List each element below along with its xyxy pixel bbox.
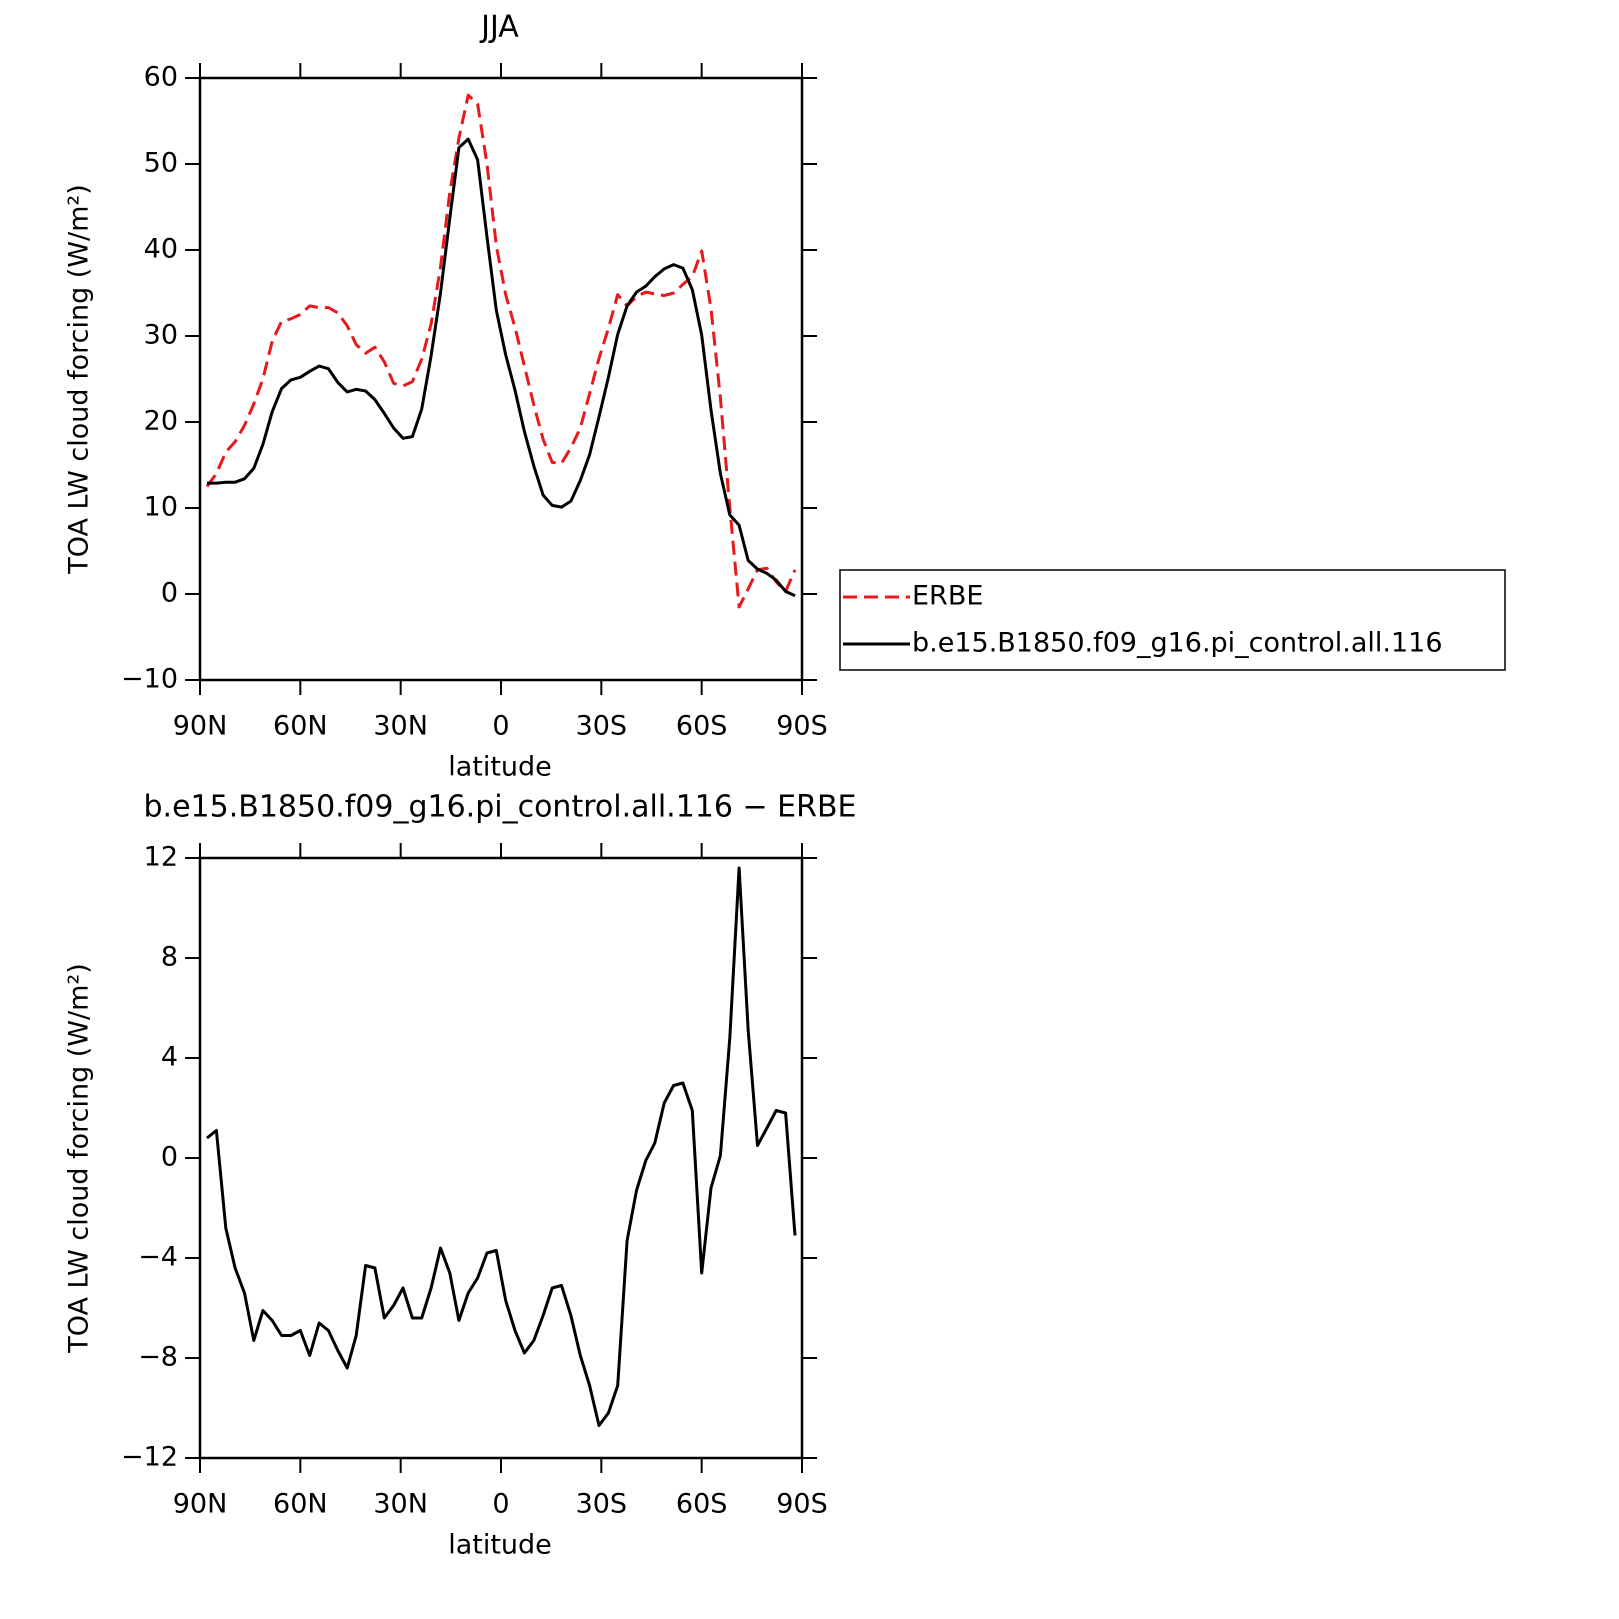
- y-tick-label: −10: [121, 664, 178, 695]
- legend-box: [839, 569, 1506, 671]
- x-tick-label: 30N: [373, 1489, 428, 1520]
- x-tick-label: 60S: [676, 711, 728, 742]
- y-tick-label: 0: [161, 1142, 178, 1173]
- x-tick-label: 0: [492, 1489, 509, 1520]
- y-tick-label: 20: [144, 406, 178, 437]
- x-axis-label: latitude: [448, 1530, 552, 1561]
- y-tick-label: −12: [121, 1442, 178, 1473]
- x-tick-label: 30N: [373, 711, 428, 742]
- x-tick-label: 60S: [676, 1489, 728, 1520]
- x-tick-label: 60N: [273, 711, 328, 742]
- y-tick-label: 4: [161, 1042, 178, 1073]
- y-tick-label: 10: [144, 492, 178, 523]
- y-axis-label: TOA LW cloud forcing (W/m²): [64, 963, 95, 1354]
- x-tick-label: 0: [492, 711, 509, 742]
- y-tick-label: 40: [144, 234, 178, 265]
- x-tick-label: 90S: [776, 711, 828, 742]
- chart-title: JJA: [479, 10, 519, 45]
- x-tick-label: 90N: [173, 711, 228, 742]
- plot-frame: [198, 76, 804, 682]
- legend-label: b.e15.B1850.f09_g16.pi_control.all.116: [912, 628, 1443, 659]
- series-line: [206, 866, 797, 1427]
- x-tick-label: 60N: [273, 1489, 328, 1520]
- x-tick-label: 30S: [576, 1489, 628, 1520]
- y-tick-label: 60: [144, 62, 178, 93]
- x-axis-label: latitude: [448, 752, 552, 783]
- y-tick-label: 50: [144, 148, 178, 179]
- y-tick-label: 30: [144, 320, 178, 351]
- legend-label: ERBE: [912, 581, 983, 612]
- series-line: [205, 93, 797, 609]
- y-tick-label: −8: [138, 1342, 178, 1373]
- y-axis-label: TOA LW cloud forcing (W/m²): [64, 184, 95, 575]
- y-tick-label: 8: [161, 942, 178, 973]
- x-tick-label: 90N: [173, 1489, 228, 1520]
- y-tick-label: 0: [161, 578, 178, 609]
- chart-title: b.e15.B1850.f09_g16.pi_control.all.116 −…: [144, 790, 857, 825]
- y-tick-label: 12: [144, 842, 178, 873]
- y-tick-label: −4: [138, 1242, 178, 1273]
- x-tick-label: 90S: [776, 1489, 828, 1520]
- series-line: [207, 137, 796, 598]
- plot-frame: [198, 856, 804, 1460]
- x-tick-label: 30S: [576, 711, 628, 742]
